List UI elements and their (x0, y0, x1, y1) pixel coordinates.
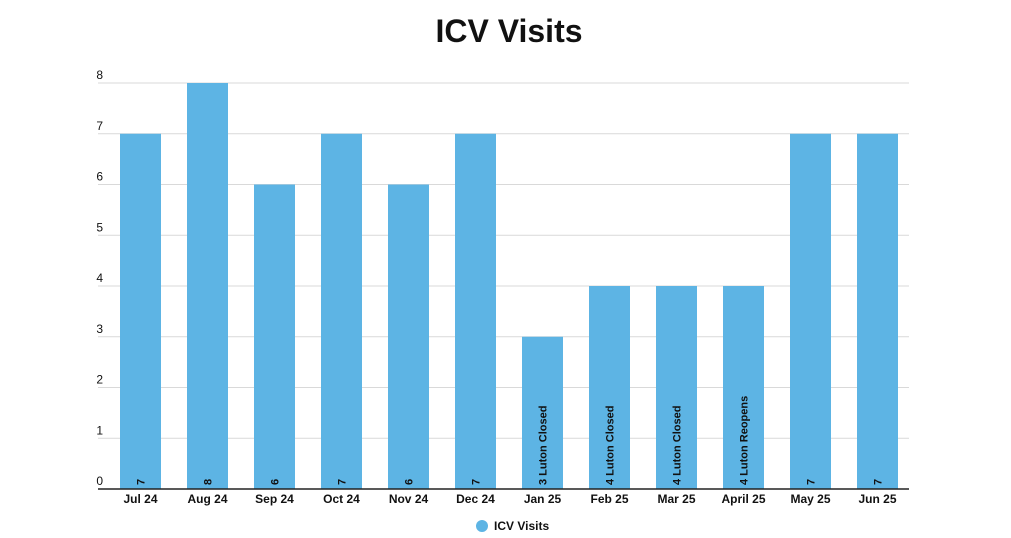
data-label: 7 (337, 479, 349, 485)
legend-label: ICV Visits (494, 519, 549, 533)
data-label: 8 (203, 479, 215, 485)
bar (723, 286, 764, 489)
data-label: 6 (270, 479, 282, 485)
x-tick-label: Dec 24 (456, 492, 495, 506)
data-label: 7 (471, 479, 483, 485)
data-label: 7 (136, 479, 148, 485)
x-tick-label: Mar 25 (657, 492, 695, 506)
data-label: 4 Luton Closed (605, 406, 617, 485)
bar (455, 133, 496, 489)
data-label: 4 Luton Closed (672, 406, 684, 485)
data-label: 4 Luton Reopens (739, 396, 751, 485)
y-tick-label: 7 (96, 119, 103, 133)
data-label: 7 (806, 479, 818, 485)
bar (388, 184, 429, 489)
y-axis-ticks: 0 1 2 3 4 5 6 7 8 (96, 68, 103, 488)
bar (187, 83, 228, 489)
x-tick-label: May 25 (790, 492, 830, 506)
gridlines (98, 82, 909, 439)
y-tick-label: 2 (96, 373, 103, 387)
chart-title: ICV Visits (435, 13, 582, 49)
bars (120, 83, 898, 489)
bar (522, 336, 563, 489)
bar (790, 133, 831, 489)
y-tick-label: 5 (96, 220, 103, 234)
y-tick-label: 3 (96, 322, 103, 336)
bar (120, 133, 161, 489)
y-tick-label: 0 (96, 474, 103, 488)
data-labels: 7 8 6 7 6 7 3 Luton Closed 4 Luton Closed 4 Luto… (136, 396, 885, 485)
y-tick-label: 4 (96, 271, 103, 285)
data-label: 6 (404, 479, 416, 485)
x-tick-label: Nov 24 (389, 492, 429, 506)
bar (254, 184, 295, 489)
x-tick-label: Aug 24 (187, 492, 227, 506)
legend-swatch (476, 520, 488, 532)
x-tick-label: Oct 24 (323, 492, 360, 506)
data-label: 7 (873, 479, 885, 485)
y-tick-label: 1 (96, 423, 103, 437)
bar (589, 286, 630, 489)
x-tick-label: April 25 (721, 492, 765, 506)
y-tick-label: 8 (96, 68, 103, 82)
x-tick-label: Jun 25 (858, 492, 896, 506)
x-axis-ticks: Jul 24 Aug 24 Sep 24 Oct 24 Nov 24 Dec 24 Jan … (123, 492, 896, 506)
x-tick-label: Sep 24 (255, 492, 294, 506)
bar (656, 286, 697, 489)
bar (321, 133, 362, 489)
x-tick-label: Jan 25 (524, 492, 562, 506)
y-tick-label: 6 (96, 170, 103, 184)
bar (857, 133, 898, 489)
x-tick-label: Feb 25 (590, 492, 628, 506)
legend: ICV Visits (476, 519, 549, 533)
data-label: 3 Luton Closed (538, 406, 550, 485)
x-tick-label: Jul 24 (123, 492, 157, 506)
